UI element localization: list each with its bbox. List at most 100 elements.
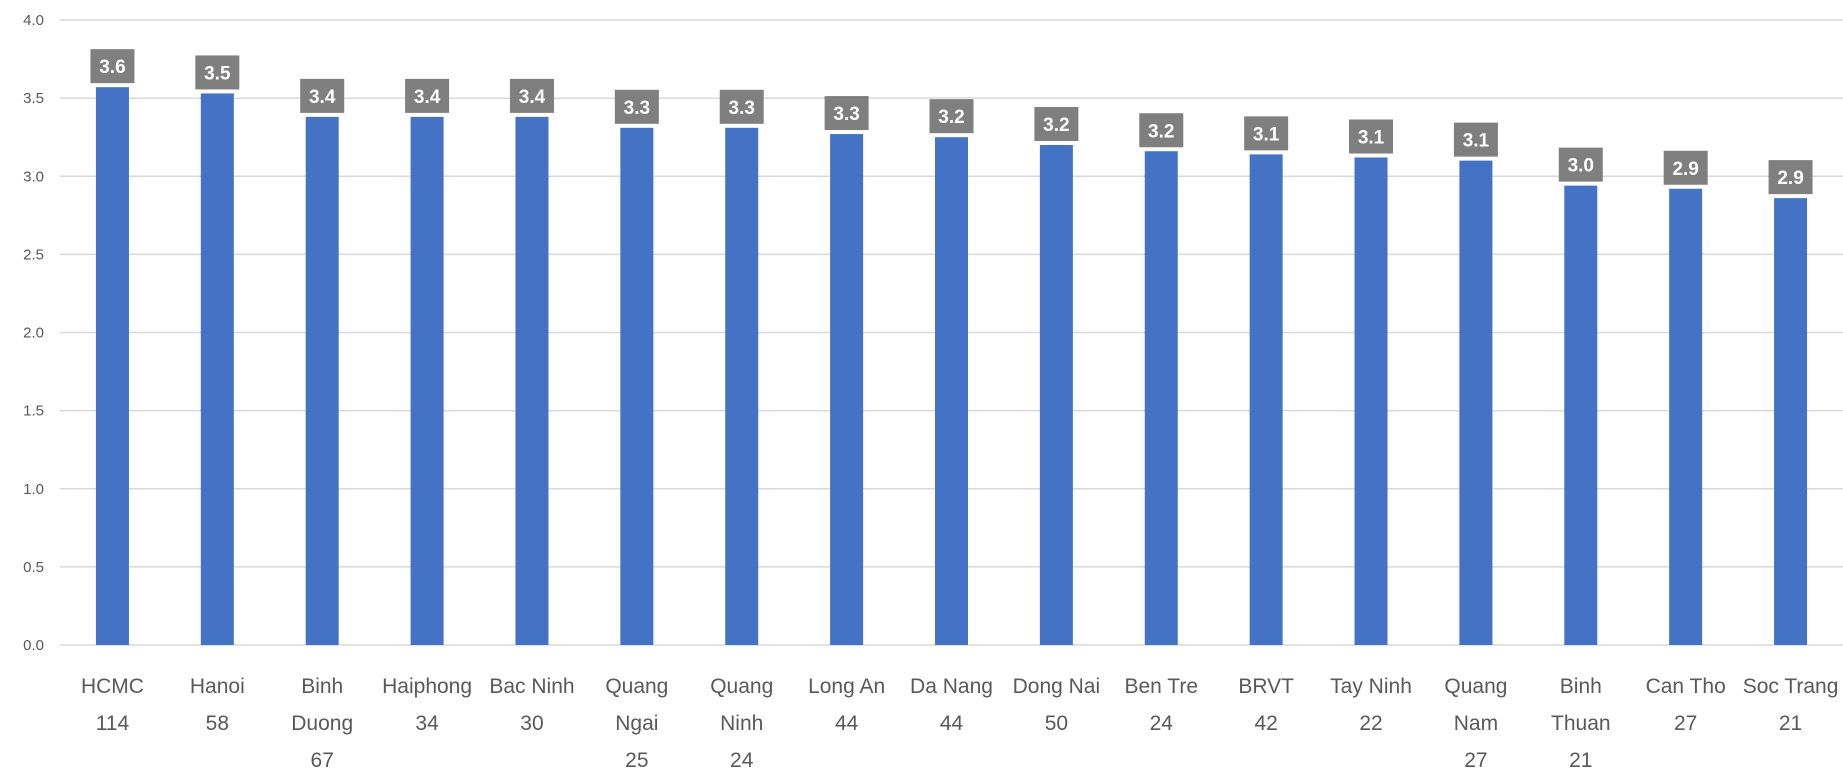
data-label-box: [929, 99, 974, 134]
data-label-box: [90, 49, 135, 84]
x-tick-label: Nam: [1454, 712, 1498, 735]
data-label: 3.5: [204, 63, 231, 84]
bar: [1564, 185, 1598, 645]
x-tick-label: Long An: [808, 675, 885, 698]
x-tick-label: 58: [206, 712, 229, 735]
bars: [95, 87, 1808, 645]
x-tick-label: Ben Tre: [1124, 675, 1198, 698]
bar: [935, 137, 968, 645]
bar: [830, 134, 864, 645]
bar: [620, 127, 654, 645]
bar: [1354, 157, 1388, 645]
data-label-box: [1139, 113, 1184, 148]
y-tick-label: 2.0: [23, 325, 44, 342]
x-tick-label: 67: [311, 749, 334, 770]
x-tick-label: 22: [1359, 712, 1382, 735]
x-tick-label: Binh: [1560, 675, 1602, 698]
data-label-box: [405, 78, 450, 113]
data-labels: 3.6 3.5 3.4 3.4 3.4 3.3 3.3 3.3 3.2 3.2 3.2 3.1 3.1 3…: [90, 49, 1813, 195]
y-tick-label: 3.0: [23, 168, 44, 185]
bar: [305, 116, 339, 645]
data-label: 3.0: [1568, 156, 1594, 177]
x-tick-label: 24: [730, 749, 754, 770]
bar: [1039, 145, 1073, 645]
y-tick-label: 1.0: [23, 481, 44, 498]
data-label-box: [300, 78, 345, 113]
x-tick-label: Thuan: [1551, 712, 1611, 735]
x-tick-label: Ngai: [615, 712, 658, 735]
data-label-box: [824, 96, 869, 131]
data-label: 3.3: [729, 98, 755, 119]
x-tick-label: 44: [940, 712, 964, 735]
x-tick-label: Quang: [605, 675, 668, 698]
data-label-box: [1244, 116, 1289, 151]
bar: [1669, 188, 1703, 645]
bar: [1144, 151, 1178, 645]
x-tick-label: 24: [1150, 712, 1174, 735]
data-label-box: [1558, 147, 1603, 182]
bar: [95, 87, 129, 645]
x-tick-label: 50: [1045, 712, 1068, 735]
x-tick-label: Duong: [291, 712, 353, 735]
data-label: 3.4: [414, 87, 441, 108]
x-tick-label: 114: [96, 712, 130, 735]
x-tick-label: Can Tho: [1646, 675, 1726, 698]
data-label: 3.4: [519, 87, 546, 108]
data-label-box: [195, 55, 240, 90]
x-tick-label: 21: [1779, 712, 1802, 735]
x-tick-label: Bac Ninh: [489, 675, 574, 698]
x-tick-label: Binh: [301, 675, 343, 698]
x-tick-label: Tay Ninh: [1330, 675, 1412, 698]
x-tick-label: Da Nang: [910, 675, 993, 698]
x-tick-label: 34: [415, 712, 439, 735]
data-label: 3.3: [833, 104, 859, 125]
data-label-box: [1349, 119, 1394, 154]
bar: [515, 116, 549, 645]
x-tick-label: 27: [1674, 712, 1697, 735]
x-tick-label: 25: [625, 749, 648, 770]
data-label: 3.2: [1043, 115, 1069, 136]
data-label: 3.2: [1148, 121, 1174, 142]
data-label: 3.1: [1463, 131, 1490, 152]
x-tick-label: 42: [1254, 712, 1277, 735]
data-label: 3.1: [1253, 124, 1280, 145]
data-label-box: [509, 78, 554, 113]
x-tick-label: Quang: [710, 675, 773, 698]
bar: [725, 127, 759, 645]
data-label-box: [719, 89, 764, 124]
y-tick-label: 3.5: [23, 90, 44, 107]
y-tick-label: 4.0: [23, 12, 44, 29]
bar: [1774, 198, 1808, 645]
x-axis: HCMC 114 Hanoi 58 Binh Duong 67 Haiphong 34 Bac N…: [81, 675, 1838, 770]
x-tick-label: Dong Nai: [1013, 675, 1101, 698]
data-label-box: [1453, 122, 1498, 157]
data-label-box: [1034, 107, 1079, 141]
bar: [410, 116, 444, 645]
x-tick-label: Haiphong: [382, 675, 472, 698]
x-tick-label: 27: [1464, 749, 1487, 770]
data-label: 2.9: [1672, 159, 1698, 180]
x-tick-label: 44: [835, 712, 859, 735]
y-tick-label: 1.5: [23, 403, 44, 420]
y-axis: 0.0 0.5 1.0 1.5 2.0 2.5 3.0 3.5 4.0: [23, 12, 44, 654]
data-label: 3.1: [1358, 128, 1385, 149]
data-label: 3.4: [309, 87, 336, 108]
data-label-box: [1768, 160, 1813, 195]
y-tick-label: 0.5: [23, 559, 44, 576]
data-label-box: [614, 89, 659, 124]
x-tick-label: 30: [520, 712, 543, 735]
x-tick-label: 21: [1569, 749, 1592, 770]
x-tick-label: Soc Trang: [1743, 675, 1839, 698]
x-tick-label: HCMC: [81, 675, 144, 698]
bar: [1459, 160, 1493, 645]
data-label: 3.2: [938, 107, 964, 128]
x-tick-label: Ninh: [720, 712, 763, 735]
bar: [200, 93, 234, 645]
data-label: 3.3: [624, 98, 650, 119]
y-tick-label: 2.5: [23, 246, 44, 263]
x-tick-label: Quang: [1444, 675, 1507, 698]
x-tick-label: Hanoi: [190, 675, 245, 698]
data-label: 2.9: [1777, 168, 1803, 189]
data-label: 3.6: [99, 57, 125, 78]
